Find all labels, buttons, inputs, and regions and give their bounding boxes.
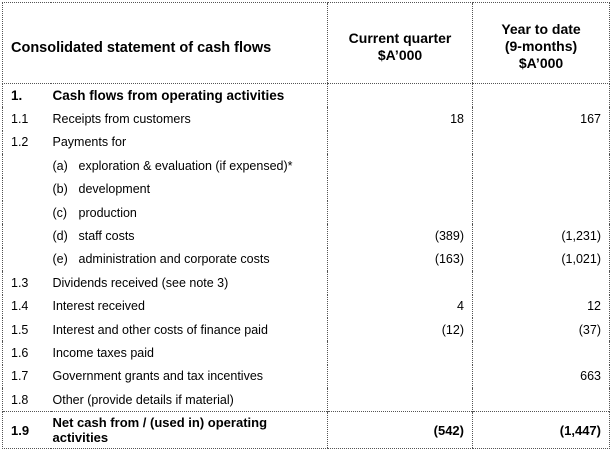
row-label: (d) staff costs: [51, 224, 328, 247]
current-quarter-value: 4: [327, 294, 473, 318]
year-to-date-value: [472, 177, 610, 201]
year-to-date-value: [472, 341, 610, 365]
sub-item-label: production: [78, 205, 137, 220]
row-label: Net cash from / (used in) operating acti…: [50, 411, 328, 449]
year-to-date-value: [472, 83, 610, 108]
current-quarter-value: [327, 388, 473, 412]
row-label: Other (provide details if material): [52, 392, 234, 407]
row-number: 1.: [2, 83, 51, 108]
row-number: [2, 224, 51, 248]
sub-item-label: administration and corporate costs: [78, 252, 270, 267]
current-quarter-value: [327, 271, 473, 295]
table-row: 1.1 Receipts from customers 18 167: [2, 107, 610, 131]
row-number: 1.5: [2, 317, 51, 342]
sub-item-label: staff costs: [78, 229, 135, 244]
current-quarter-value: 18: [327, 107, 473, 131]
year-to-date-header: Year to date (9-months) $A’000: [472, 2, 610, 84]
row-number: [2, 154, 51, 178]
row-label: Cash flows from operating activities: [52, 88, 285, 104]
row-label: Interest received: [52, 299, 145, 314]
row-number: 1.7: [2, 364, 51, 389]
current-quarter-value: (542): [327, 411, 473, 449]
table-row: 1. Cash flows from operating activities: [2, 83, 610, 108]
row-number: 1.8: [2, 388, 51, 412]
sub-item-letter: (b): [52, 182, 68, 197]
year-to-date-value: [472, 154, 610, 178]
table-row: 1.8 Other (provide details if material): [2, 388, 610, 412]
row-label: Government grants and tax incentives: [52, 369, 264, 384]
sub-item-label: exploration & evaluation (if expensed)*: [78, 158, 293, 173]
current-quarter-value: [327, 177, 473, 201]
row-label: (c) production: [51, 201, 328, 224]
year-to-date-value: [472, 130, 610, 155]
current-quarter-value: [327, 200, 473, 225]
table-row: 1.4 Interest received 4 12: [2, 294, 610, 318]
year-to-date-value: [472, 200, 610, 225]
row-label: (e) administration and corporate costs: [51, 248, 328, 271]
sub-item-letter: (a): [52, 158, 68, 173]
year-to-date-value: (37): [472, 317, 610, 342]
row-label: Dividends received (see note 3): [52, 275, 229, 290]
current-quarter-value: [327, 341, 473, 365]
row-number: [2, 177, 51, 201]
sub-item-label: development: [78, 182, 151, 197]
year-to-date-value: (1,231): [472, 224, 610, 248]
row-label: (a) exploration & evaluation (if expensed…: [51, 154, 328, 177]
current-quarter-header: Current quarter $A’000: [327, 2, 473, 84]
row-label: (b) development: [51, 178, 328, 201]
row-number: 1.3: [2, 271, 51, 295]
table-row: 1.2 Payments for: [2, 130, 610, 155]
year-to-date-value: (1,021): [472, 247, 610, 272]
row-label: Income taxes paid: [52, 345, 154, 360]
table-row: (c) production: [2, 200, 610, 225]
row-number: 1.9: [2, 411, 51, 449]
row-number: 1.2: [2, 130, 51, 155]
year-to-date-value: [472, 388, 610, 412]
table-row: 1.6 Income taxes paid: [2, 341, 610, 365]
row-number: 1.1: [2, 107, 51, 131]
row-label: Interest and other costs of finance paid: [52, 322, 268, 337]
row-label: Receipts from customers: [52, 112, 191, 127]
row-number: 1.6: [2, 341, 51, 365]
statement-title: Consolidated statement of cash flows: [2, 2, 328, 84]
header-row: Consolidated statement of cash flows Cur…: [2, 2, 610, 84]
sub-item-letter: (c): [52, 205, 68, 220]
row-number: [2, 247, 51, 272]
table-row: 1.3 Dividends received (see note 3): [2, 271, 610, 295]
row-number: 1.4: [2, 294, 51, 318]
year-to-date-value: 663: [472, 364, 610, 389]
year-to-date-value: (1,447): [472, 411, 610, 449]
current-quarter-value: [327, 154, 473, 178]
current-quarter-value: (12): [327, 317, 473, 342]
year-to-date-value: 12: [472, 294, 610, 318]
current-quarter-value: [327, 130, 473, 155]
table-row: (b) development: [2, 177, 610, 201]
table-row: 1.5 Interest and other costs of finance p…: [2, 317, 610, 342]
sub-item-letter: (e): [52, 252, 68, 267]
sub-item-letter: (d): [52, 229, 68, 244]
table-row: 1.7 Government grants and tax incentives 6…: [2, 364, 610, 389]
year-to-date-value: [472, 271, 610, 295]
current-quarter-value: [327, 364, 473, 389]
year-to-date-value: 167: [472, 107, 610, 131]
current-quarter-value: (163): [327, 247, 473, 272]
row-number: [2, 200, 51, 225]
current-quarter-value: (389): [327, 224, 473, 248]
table-row: (a) exploration & evaluation (if expensed…: [2, 154, 610, 178]
total-row: 1.9 Net cash from / (used in) operating …: [2, 411, 610, 449]
table-row: (d) staff costs (389) (1,231): [2, 224, 610, 248]
current-quarter-value: [327, 83, 473, 108]
table-row: (e) administration and corporate costs (16…: [2, 247, 610, 272]
row-label: Payments for: [52, 135, 127, 150]
